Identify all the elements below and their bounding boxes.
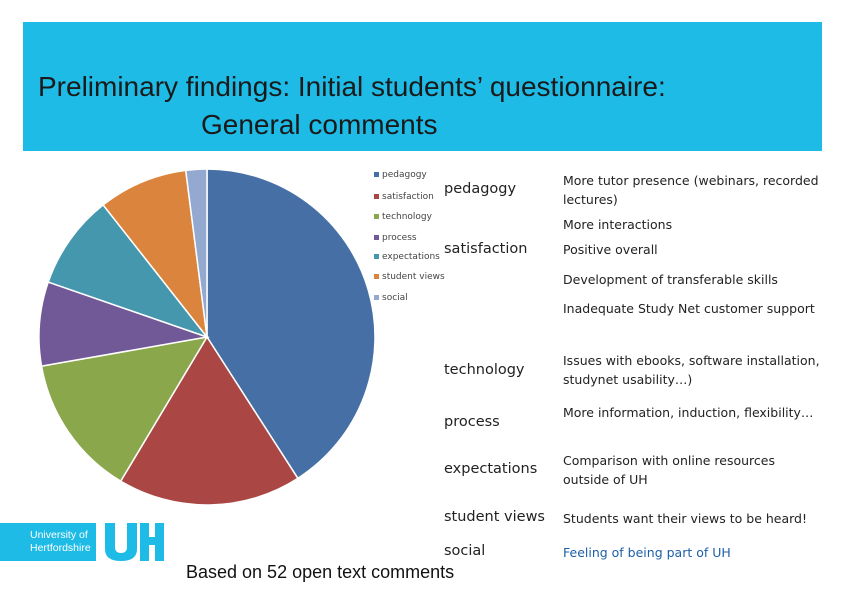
pie-slice-social [184, 168, 208, 338]
legend-label: satisfaction [382, 192, 434, 202]
comment-more-information: More information, induction, flexibility… [563, 405, 814, 420]
pie-slice-satisfaction [119, 335, 299, 506]
legend-label: process [382, 233, 417, 243]
legend-swatch [374, 235, 379, 240]
category-social: social [444, 543, 486, 559]
comment-transferable-skills: Development of transferable skills [563, 272, 778, 287]
pie-slice-expectations [47, 203, 210, 339]
legend-item-student-views: student views [374, 272, 445, 282]
legend-label: expectations [382, 252, 440, 262]
page-title: Preliminary findings: Initial students’ … [38, 68, 798, 144]
pie-slice-technology [40, 335, 209, 483]
legend-item-satisfaction: satisfaction [374, 192, 434, 202]
title-line-1: Preliminary findings: Initial students’ … [38, 71, 666, 102]
legend-item-social: social [374, 293, 408, 303]
legend-swatch [374, 172, 379, 177]
legend-label: student views [382, 272, 445, 282]
uh-logo-mark: UH [105, 523, 164, 561]
comment-technology-issues: Issues with ebooks, software installatio… [563, 353, 820, 387]
logo-line-1: University of [30, 529, 88, 541]
comment-positive-overall: Positive overall [563, 242, 658, 257]
comment-part-of-uh: Feeling of being part of UH [563, 545, 731, 560]
comment-views-heard: Students want their views to be heard! [563, 511, 808, 526]
legend-label: technology [382, 212, 432, 222]
category-technology: technology [444, 362, 525, 378]
category-satisfaction: satisfaction [444, 241, 528, 257]
comment-tutor-presence: More tutor presence (webinars, recorded … [563, 173, 819, 207]
legend-item-process: process [374, 233, 417, 243]
legend-item-pedagogy: pedagogy [374, 170, 427, 180]
category-pedagogy: pedagogy [444, 181, 517, 197]
university-logo-text: University of Hertfordshire [30, 529, 91, 555]
pie-slice-student-views [102, 169, 209, 340]
comment-online-resources: Comparison with online resources outside… [563, 453, 775, 487]
university-logo [0, 523, 96, 561]
legend-item-technology: technology [374, 212, 432, 222]
category-expectations: expectations [444, 461, 538, 477]
logo-line-2: Hertfordshire [30, 542, 91, 554]
comment-studynet-support: Inadequate Study Net customer support [563, 301, 815, 316]
legend-label: pedagogy [382, 170, 427, 180]
legend-label: social [382, 293, 408, 303]
legend-item-expectations: expectations [374, 252, 440, 262]
title-line-2: General comments [201, 109, 438, 140]
legend-swatch [374, 254, 379, 259]
comment-more-interactions: More interactions [563, 217, 673, 232]
legend-swatch [374, 194, 379, 199]
legend-swatch [374, 274, 379, 279]
footer-note: Based on 52 open text comments [186, 562, 455, 582]
legend-swatch [374, 295, 379, 300]
title-banner [23, 22, 822, 151]
category-process: process [444, 414, 500, 430]
category-student-views: student views [444, 509, 545, 525]
legend-swatch [374, 214, 379, 219]
